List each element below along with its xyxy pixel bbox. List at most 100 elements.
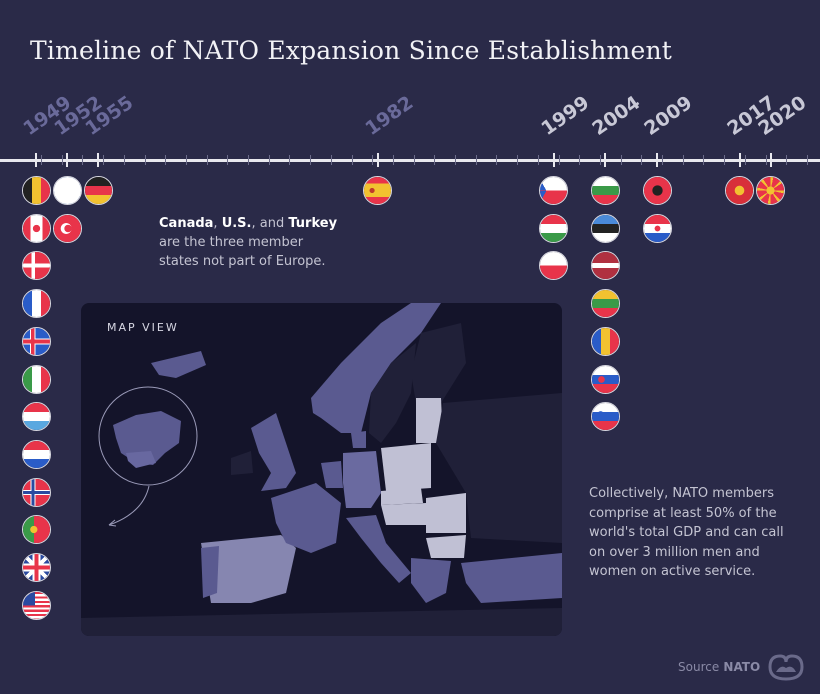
minor-tick — [455, 155, 456, 165]
non-europe-note: Canada, U.S., and Turkey are the three m… — [159, 214, 337, 271]
flag-hungary — [539, 213, 568, 243]
flag-image — [591, 403, 619, 431]
minor-tick — [475, 155, 477, 165]
minor-tick — [206, 155, 208, 165]
minor-tick — [724, 155, 726, 165]
minor-tick — [579, 155, 581, 165]
flag-image — [540, 214, 567, 242]
note-us: U.S. — [221, 216, 252, 231]
flag-image — [757, 177, 785, 204]
flag-united-states — [21, 590, 51, 620]
hungary — [381, 503, 426, 525]
portugal — [201, 546, 219, 598]
minor-tick — [413, 155, 415, 165]
flag-luxembourg — [21, 402, 51, 432]
flag-lithuania — [590, 289, 620, 319]
greece — [411, 558, 451, 603]
flag-image — [22, 252, 50, 280]
flag-croatia — [642, 213, 672, 243]
flag-united-kingdom — [21, 553, 51, 582]
year-tick — [604, 153, 607, 167]
minor-tick — [703, 155, 705, 165]
flag-image — [591, 290, 619, 318]
spain — [201, 535, 296, 603]
flag-italy — [21, 364, 51, 394]
minor-tick — [517, 155, 519, 165]
minor-tick — [310, 155, 312, 165]
year-tick — [376, 153, 379, 167]
minor-tick — [682, 155, 684, 165]
source-label: Source NATO — [678, 660, 760, 674]
flag-estonia — [590, 213, 620, 243]
minor-tick — [61, 155, 63, 165]
note-rest: are the three member states not part of … — [159, 235, 326, 269]
minor-tick — [82, 155, 84, 165]
flag-image — [364, 177, 392, 204]
flag-romania — [590, 326, 620, 356]
year-label-1999: 1999 — [536, 91, 593, 140]
italy — [346, 515, 411, 583]
flag-image — [22, 440, 50, 468]
flag-france — [21, 289, 51, 319]
flag-image — [643, 177, 671, 204]
flag-image — [22, 478, 50, 506]
norway — [311, 303, 441, 433]
inset-arrow — [108, 485, 150, 526]
year-tick — [656, 153, 658, 167]
gdp-note: Collectively, NATO members comprise at l… — [589, 486, 784, 579]
minor-tick — [620, 155, 622, 165]
baltics — [416, 398, 443, 443]
benelux — [321, 461, 343, 488]
flag-montenegro — [725, 176, 755, 205]
arrow-head — [108, 519, 117, 527]
europe-map — [81, 303, 562, 636]
minor-tick — [806, 155, 808, 165]
minor-tick — [289, 155, 291, 165]
minor-tick — [392, 155, 394, 165]
flag-image — [22, 177, 50, 204]
flag-image — [591, 365, 619, 393]
minor-tick — [268, 155, 270, 165]
minor-tick — [786, 155, 788, 165]
flag-image — [540, 177, 567, 204]
minor-tick — [641, 155, 643, 165]
year-tick — [769, 153, 772, 167]
flag-image — [84, 177, 112, 204]
russia-ukraine — [436, 393, 562, 543]
flag-bulgaria — [590, 176, 620, 205]
flag-iceland — [21, 326, 51, 356]
year-tick — [66, 153, 69, 167]
minor-tick — [496, 155, 498, 165]
flag-czech-republic — [539, 176, 568, 205]
note-turkey: Turkey — [288, 216, 338, 231]
minor-tick — [123, 155, 125, 165]
flag-image — [22, 591, 50, 619]
minor-tick — [248, 155, 249, 165]
year-label-2004: 2004 — [588, 91, 645, 140]
denmark — [351, 431, 366, 448]
flag-turkey — [52, 213, 82, 243]
flag-image — [22, 403, 50, 431]
year-label-2009: 2009 — [640, 91, 697, 140]
flag-germany — [83, 176, 113, 205]
minor-tick — [351, 155, 353, 165]
france — [271, 483, 341, 553]
flag-portugal — [21, 515, 51, 545]
usa-shape — [126, 451, 156, 468]
flag-greece — [52, 176, 82, 205]
timeline-axis — [0, 159, 820, 162]
minor-tick — [103, 155, 105, 165]
flag-image — [591, 327, 619, 355]
year-tick — [738, 153, 741, 167]
brand-logo-icon — [768, 654, 804, 681]
flag-belgium — [21, 176, 51, 205]
minor-tick — [330, 155, 332, 165]
minor-tick — [372, 155, 374, 165]
north-america-inset — [98, 386, 198, 486]
minor-tick — [165, 155, 167, 165]
map-label: MAP VIEW — [107, 321, 179, 334]
flag-latvia — [590, 251, 620, 281]
flag-canada — [21, 213, 51, 243]
minor-tick — [41, 155, 42, 165]
minor-tick — [434, 155, 436, 165]
